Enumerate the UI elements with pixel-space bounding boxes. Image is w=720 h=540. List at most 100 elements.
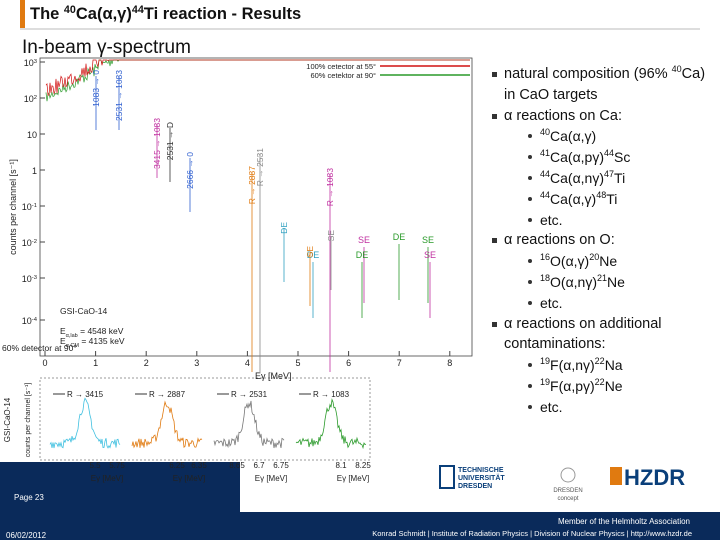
bullet-marker bbox=[528, 363, 532, 368]
info-tag: GSI-CaO-14 bbox=[60, 306, 108, 316]
text-run: Ca(α,nγ) bbox=[550, 169, 605, 186]
subscript: α,CM bbox=[66, 343, 80, 349]
text-run: 10 bbox=[22, 238, 32, 248]
superscript: 22 bbox=[594, 376, 605, 387]
date: 06/02/2012 bbox=[6, 531, 47, 540]
bullet-item: α reactions on O: bbox=[490, 230, 715, 251]
bullet-item: 16O(α,γ)20Ne bbox=[490, 251, 715, 272]
superscript: 16 bbox=[540, 252, 551, 263]
bullet-marker bbox=[492, 72, 497, 77]
x-axis-label: Eγ [MeV] bbox=[255, 371, 292, 381]
subscript: α,lab bbox=[66, 333, 78, 339]
text-run: Ne bbox=[604, 377, 623, 394]
text-run: etc. bbox=[540, 398, 563, 415]
text-run: = 4135 keV bbox=[79, 336, 125, 346]
bullet-marker bbox=[528, 279, 532, 284]
bullet-item: etc. bbox=[490, 293, 715, 314]
text-run: Sc bbox=[614, 149, 631, 166]
info-energy: Eα,CM = 4135 keV bbox=[60, 336, 125, 349]
bullet-marker bbox=[528, 383, 532, 388]
concept-name: DRESDEN bbox=[553, 488, 582, 494]
bullet-marker bbox=[492, 238, 497, 244]
inset-tick-label: 5.5 bbox=[89, 461, 101, 470]
text-run: etc. bbox=[540, 294, 563, 311]
text-run: Ti bbox=[606, 190, 618, 207]
inset-spectrum bbox=[49, 397, 121, 449]
inset-spectrum bbox=[213, 400, 285, 449]
text-run: α reactions on additional contaminations… bbox=[504, 315, 662, 353]
annotation: DE bbox=[356, 250, 369, 260]
concept-name: concept bbox=[557, 496, 578, 502]
superscript: 3 bbox=[34, 59, 37, 65]
inset-spectrum bbox=[131, 400, 203, 449]
x-tick-label: 1 bbox=[93, 358, 98, 368]
y-tick-label: 10-4 bbox=[22, 316, 38, 326]
superscript: 22 bbox=[594, 356, 605, 367]
bullet-item: 44Ca(α,γ)48Ti bbox=[490, 189, 715, 210]
inset-tick-label: 6.25 bbox=[169, 461, 185, 470]
bullet-marker bbox=[528, 196, 532, 201]
plot-frame bbox=[39, 57, 473, 357]
text-run: Ne bbox=[607, 273, 625, 290]
text-run: E bbox=[60, 326, 66, 336]
legend-label: 60% cetektor at 90° bbox=[310, 71, 376, 80]
x-tick-label: 7 bbox=[397, 358, 402, 368]
y-tick-label: 10-1 bbox=[22, 202, 37, 212]
bullet-item: 19F(α,pγ)22Ne bbox=[490, 376, 715, 397]
legend-label: 100% cetector at 55° bbox=[306, 62, 376, 71]
annotation: SE bbox=[424, 250, 436, 260]
annotation: DE bbox=[279, 222, 289, 234]
inset-label: R → 1083 bbox=[313, 390, 350, 399]
text-run: 10 bbox=[22, 316, 32, 326]
bullet-item: 41Ca(α,pγ)44Sc bbox=[490, 147, 715, 168]
bullet-marker bbox=[492, 113, 497, 119]
superscript: 47 bbox=[604, 168, 615, 179]
bullet-marker bbox=[528, 134, 532, 139]
annotation: SE bbox=[326, 230, 336, 242]
bullet-item: 18O(α,nγ)21Ne bbox=[490, 272, 715, 293]
text-run: α reactions on Ca: bbox=[504, 107, 622, 124]
text-run: 1 bbox=[32, 166, 37, 176]
inset-tick-label: 8.25 bbox=[355, 461, 371, 470]
text-run: F(α,nγ) bbox=[550, 357, 595, 374]
concept-logo bbox=[560, 467, 576, 483]
inset-tag: GSI-CaO-14 bbox=[3, 397, 12, 442]
inset-x-label: Eγ [MeV] bbox=[173, 474, 205, 483]
bullet-marker bbox=[528, 300, 532, 305]
text-run: 10 bbox=[22, 202, 32, 212]
inset-tick-label: 8.65 bbox=[229, 461, 245, 470]
subtitle: In-beam γ-spectrum bbox=[22, 37, 191, 58]
inset-label: R → 2531 bbox=[231, 390, 268, 399]
x-tick-label: 2 bbox=[144, 358, 149, 368]
annotation: SE bbox=[422, 235, 434, 245]
bullet-item: 44Ca(α,nγ)47Ti bbox=[490, 168, 715, 189]
y-axis-label: counts per channel [s⁻¹] bbox=[8, 159, 18, 255]
superscript: 44 bbox=[540, 168, 551, 179]
bullet-marker bbox=[492, 321, 497, 327]
superscript: -4 bbox=[32, 317, 38, 323]
text-run: natural composition (96% bbox=[504, 66, 672, 82]
text-run: E bbox=[60, 336, 66, 346]
annotation: SE bbox=[358, 235, 370, 245]
hzdr-logo bbox=[610, 467, 622, 485]
inset-tick-label: 5.75 bbox=[109, 461, 125, 470]
text-run: Na bbox=[604, 357, 623, 374]
text-run: etc. bbox=[540, 211, 563, 228]
bullet-item: 19F(α,nγ)22Na bbox=[490, 355, 715, 376]
text-run: 10 bbox=[27, 130, 37, 140]
hzdr-name: HZDR bbox=[624, 465, 685, 490]
info-energy: Eα,lab = 4548 keV bbox=[60, 326, 124, 339]
bullet-item: etc. bbox=[490, 397, 715, 418]
x-tick-label: 3 bbox=[194, 358, 199, 368]
x-tick-label: 6 bbox=[346, 358, 351, 368]
bullet-marker bbox=[528, 259, 532, 264]
x-tick-label: 4 bbox=[245, 358, 250, 368]
inset-x-label: Eγ [MeV] bbox=[91, 474, 123, 483]
inset-frame bbox=[39, 377, 371, 461]
footer-bar bbox=[240, 512, 720, 540]
inset-spectrum bbox=[295, 398, 367, 450]
text-run: Ca(α,pγ) bbox=[550, 149, 605, 166]
inset-tick-label: 6.35 bbox=[191, 461, 207, 470]
superscript: 18 bbox=[540, 272, 551, 283]
